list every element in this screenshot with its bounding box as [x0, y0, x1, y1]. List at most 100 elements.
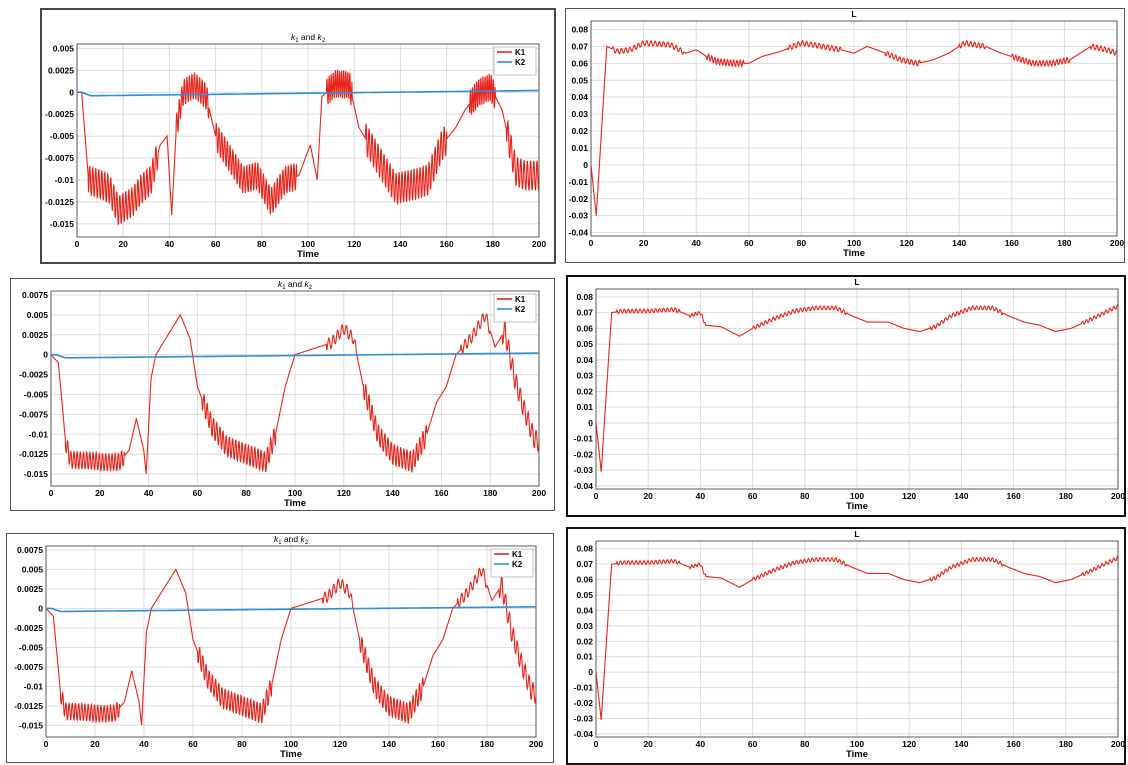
series-line-k2 [51, 352, 539, 359]
y-tick-label: 0.04 [571, 92, 588, 102]
k-panel-mid: k1 and k2 0 20 40 60 80 100 120 140 160 180 200 0.00… [10, 278, 555, 511]
x-tick-label: 140 [382, 739, 396, 749]
chart-title: L [854, 529, 859, 539]
axes-frame [590, 20, 1118, 237]
x-tick-label: 40 [696, 739, 706, 749]
x-tick-label: 200 [1111, 491, 1124, 501]
x-axis-label: Time [843, 248, 865, 259]
y-tick-label: 0.01 [576, 652, 593, 662]
y-tick-label: -0.01 [574, 683, 594, 693]
y-tick-label: 0.05 [576, 339, 593, 349]
y-tick-label: 0.05 [571, 75, 588, 85]
y-tick-label: 0.02 [576, 386, 593, 396]
x-axis-label: Time [280, 749, 302, 760]
legend-label: K1 [512, 550, 523, 559]
x-tick-label: 160 [434, 488, 448, 498]
y-tick-label: 0.03 [571, 109, 588, 119]
x-tick-label: 100 [288, 488, 302, 498]
y-tick-label: -0.015 [24, 469, 48, 479]
y-tick-label: 0.08 [576, 292, 593, 302]
y-tick-label: 0.0025 [48, 65, 74, 75]
x-tick-label: 200 [1110, 238, 1124, 248]
y-tick-label: -0.03 [569, 211, 589, 221]
x-tick-label: 160 [1007, 739, 1021, 749]
y-tick-label: -0.005 [50, 131, 74, 141]
title-part: k [317, 32, 322, 42]
x-tick-label: 120 [902, 491, 916, 501]
y-tick-label: -0.01 [574, 434, 594, 444]
x-tick-label: 0 [75, 239, 80, 249]
l-panel-mid: L 0 20 40 60 80 100 120 140 160 180 200 0.08 0.07 0.06… [566, 275, 1126, 517]
axes-frame [45, 545, 537, 738]
x-axis-label: Time [284, 498, 306, 509]
l-panel-top: L 0 20 40 60 80 100 120 140 160 180 200 0.08 0.07 0.06… [565, 8, 1125, 263]
y-tick-label: -0.02 [574, 698, 594, 708]
y-tick-label: 0.05 [576, 590, 593, 600]
x-tick-label: 20 [643, 491, 653, 501]
y-tick-label: 0.0025 [22, 330, 48, 340]
x-tick-label: 20 [639, 238, 649, 248]
legend-label: K2 [512, 560, 523, 569]
title-part: 1 [282, 285, 286, 291]
x-tick-label: 120 [333, 739, 347, 749]
legend-box [490, 548, 534, 578]
x-tick-label: 20 [90, 739, 100, 749]
y-tick-label: 0.01 [576, 402, 593, 412]
x-tick-label: 80 [800, 739, 810, 749]
x-tick-label: 80 [237, 739, 247, 749]
x-tick-label: 200 [529, 739, 543, 749]
x-tick-label: 0 [589, 238, 594, 248]
x-tick-label: 0 [44, 739, 49, 749]
chart-title: k1 and k2 [274, 534, 309, 546]
y-tick-label: 0.02 [576, 636, 593, 646]
x-tick-label: 180 [486, 239, 500, 249]
chart-title: k1 and k2 [291, 32, 326, 44]
x-tick-label: 60 [748, 491, 758, 501]
y-tick-label: -0.0025 [14, 623, 43, 633]
y-tick-label: 0 [583, 160, 588, 170]
x-tick-label: 140 [393, 239, 407, 249]
x-tick-label: 40 [696, 491, 706, 501]
y-tick-label: -0.015 [50, 219, 74, 229]
y-tick-label: -0.0125 [19, 449, 48, 459]
series-line-l [596, 555, 1118, 721]
x-tick-label: 60 [744, 238, 754, 248]
x-tick-label: 180 [480, 739, 494, 749]
y-tick-label: 0.005 [53, 43, 75, 53]
x-tick-label: 160 [1007, 491, 1021, 501]
y-tick-label: 0.08 [571, 24, 588, 34]
y-tick-label: -0.04 [569, 228, 589, 238]
y-tick-label: -0.02 [569, 194, 589, 204]
x-tick-label: 80 [241, 488, 251, 498]
title-part: k [291, 32, 296, 42]
y-tick-label: 0.07 [576, 559, 593, 569]
y-tick-label: 0.07 [571, 41, 588, 51]
x-tick-label: 60 [188, 739, 198, 749]
x-axis-label: Time [846, 501, 868, 512]
x-tick-label: 140 [386, 488, 400, 498]
y-tick-label: -0.03 [574, 713, 594, 723]
x-axis-label: Time [297, 249, 319, 260]
y-tick-label: 0 [69, 87, 74, 97]
chart-title: L [854, 277, 859, 287]
title-part: k [300, 534, 305, 544]
x-tick-label: 20 [95, 488, 105, 498]
x-tick-label: 80 [800, 491, 810, 501]
series-line-k1 [77, 69, 539, 225]
legend-label: K1 [515, 295, 526, 304]
y-tick-label: -0.01 [55, 175, 75, 185]
l-panel-bot: L 0 20 40 60 80 100 120 140 160 180 200 0.08 0.07 0.06… [566, 527, 1126, 765]
x-tick-label: 40 [139, 739, 149, 749]
y-tick-label: 0.04 [576, 355, 593, 365]
y-tick-label: -0.01 [569, 177, 589, 187]
x-tick-label: 140 [954, 739, 968, 749]
y-tick-label: -0.04 [574, 481, 594, 491]
title-part: k [304, 279, 309, 289]
x-tick-label: 120 [347, 239, 361, 249]
y-tick-label: 0 [588, 418, 593, 428]
y-tick-label: -0.0075 [14, 662, 43, 672]
x-tick-label: 100 [850, 491, 864, 501]
k-panel-top: k1 and k2 0 20 40 60 80 100 120 140 160 180 200 0.00… [40, 8, 556, 264]
y-tick-label: 0 [588, 667, 593, 677]
y-tick-label: -0.0075 [45, 153, 74, 163]
